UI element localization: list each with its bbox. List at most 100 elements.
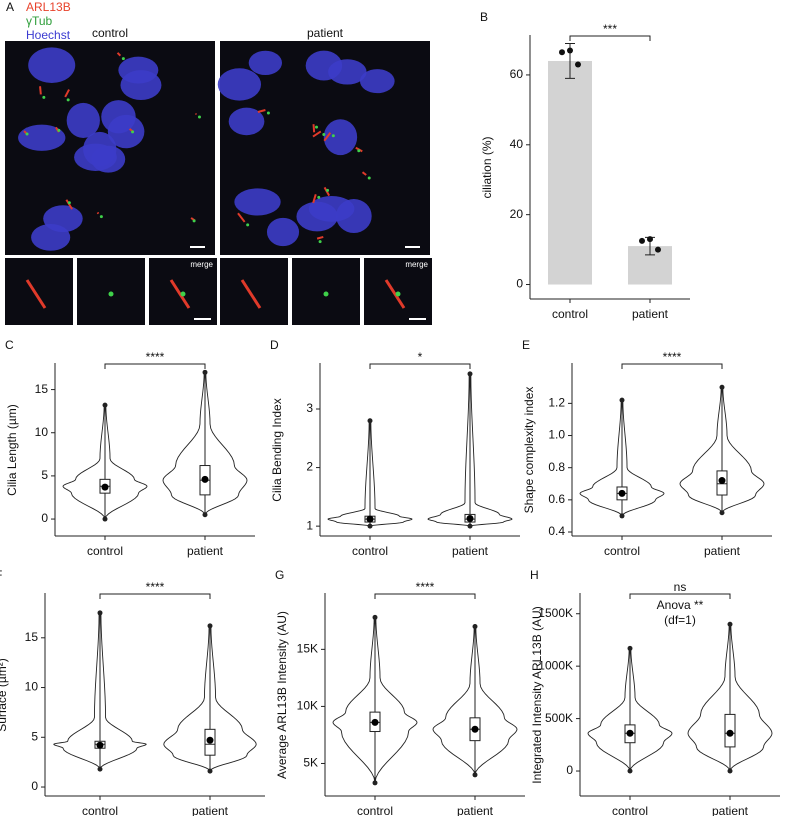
cilium bbox=[323, 132, 332, 142]
y-tick-label: 0 bbox=[31, 779, 38, 793]
nucleus bbox=[120, 70, 162, 100]
x-tick-label: patient bbox=[712, 804, 749, 816]
centrosome bbox=[66, 98, 70, 102]
y-tick-label: 2 bbox=[306, 460, 313, 474]
y-axis-label: ciliation (%) bbox=[480, 136, 494, 198]
x-tick-label: control bbox=[82, 804, 118, 816]
outlier bbox=[467, 523, 473, 529]
inset-centrosome bbox=[180, 291, 186, 297]
bar bbox=[548, 60, 592, 285]
centrosome bbox=[192, 219, 196, 223]
outlier bbox=[727, 768, 733, 774]
x-tick-label: control bbox=[604, 544, 640, 558]
y-tick-label: 0.8 bbox=[548, 460, 565, 474]
panel-label: E bbox=[522, 338, 530, 352]
significance-bracket bbox=[99, 593, 211, 599]
data-point bbox=[655, 246, 661, 253]
nucleus bbox=[101, 100, 136, 134]
x-tick-label: patient bbox=[632, 307, 669, 321]
outlier bbox=[102, 402, 108, 408]
centrosome bbox=[57, 128, 61, 132]
nucleus bbox=[217, 68, 262, 101]
y-tick-label: 0.4 bbox=[548, 524, 565, 538]
y-tick-label: 0 bbox=[41, 511, 48, 525]
y-tick-label: 10K bbox=[297, 699, 318, 713]
significance-label: **** bbox=[416, 580, 435, 594]
cilium bbox=[312, 194, 317, 204]
inset-centrosome bbox=[395, 291, 401, 297]
significance-bracket bbox=[629, 593, 731, 599]
outlier bbox=[619, 397, 625, 403]
y-tick-label: 5K bbox=[303, 756, 318, 770]
mean bbox=[626, 729, 634, 737]
nucleus bbox=[328, 59, 367, 85]
significance-label: * bbox=[418, 350, 423, 364]
inset-centrosome bbox=[323, 291, 329, 297]
outlier bbox=[719, 510, 725, 516]
significance-bracket bbox=[569, 35, 651, 41]
outlier bbox=[472, 624, 478, 630]
mean bbox=[471, 725, 479, 733]
y-tick-label: 15 bbox=[25, 630, 39, 644]
centrosome bbox=[318, 240, 322, 244]
nucleus bbox=[359, 69, 395, 94]
mean bbox=[96, 741, 104, 749]
y-axis-label: Cilia Length (µm) bbox=[5, 404, 19, 496]
condition-label: patient bbox=[307, 26, 344, 40]
centrosome bbox=[42, 95, 46, 99]
x-tick-label: control bbox=[357, 804, 393, 816]
centrosome bbox=[25, 132, 29, 136]
nucleus bbox=[234, 188, 281, 216]
y-tick-label: 1 bbox=[306, 518, 313, 532]
nucleus bbox=[228, 107, 265, 136]
mean bbox=[718, 477, 726, 485]
x-tick-label: patient bbox=[457, 804, 494, 816]
panel-label: H bbox=[530, 568, 539, 582]
mean bbox=[366, 515, 374, 523]
centrosome bbox=[367, 176, 371, 180]
y-axis-label: Integrated Intensity ARL13B (AU) bbox=[530, 606, 544, 783]
y-tick-label: 1.2 bbox=[548, 396, 565, 410]
nucleus bbox=[308, 195, 355, 222]
outlier bbox=[627, 768, 633, 774]
outlier bbox=[627, 645, 633, 651]
y-tick-label: 5 bbox=[41, 468, 48, 482]
outlier bbox=[727, 621, 733, 627]
y-tick-label: 20 bbox=[510, 207, 524, 221]
nucleus bbox=[43, 205, 83, 233]
mean bbox=[466, 515, 474, 523]
channel-label: Hoechst bbox=[26, 28, 71, 42]
significance-bracket bbox=[621, 363, 723, 369]
centrosome bbox=[121, 57, 125, 61]
outlier bbox=[372, 614, 378, 620]
cilium bbox=[64, 89, 70, 98]
x-tick-label: patient bbox=[187, 544, 224, 558]
y-tick-label: 10 bbox=[35, 425, 49, 439]
x-tick-label: control bbox=[87, 544, 123, 558]
mean bbox=[206, 736, 214, 744]
cilium bbox=[316, 235, 324, 240]
y-axis-label: Shape complexity index bbox=[522, 387, 536, 514]
x-tick-label: patient bbox=[452, 544, 489, 558]
significance-label: **** bbox=[663, 350, 682, 364]
mean bbox=[726, 729, 734, 737]
nucleus bbox=[28, 47, 76, 84]
channel-label: ARL13B bbox=[26, 0, 71, 14]
data-point bbox=[647, 236, 653, 243]
cilium bbox=[237, 212, 246, 223]
y-axis-label: Average ARL13B Intensity (AU) bbox=[275, 611, 289, 779]
mean bbox=[371, 718, 379, 726]
cilium bbox=[312, 124, 316, 133]
y-tick-label: 60 bbox=[510, 67, 524, 81]
cilium bbox=[65, 199, 73, 210]
y-tick-label: 40 bbox=[510, 137, 524, 151]
significance-bracket bbox=[104, 363, 206, 369]
outlier bbox=[472, 772, 478, 778]
significance-label: *** bbox=[603, 22, 617, 36]
panel-label: G bbox=[275, 568, 284, 582]
nucleus bbox=[266, 217, 300, 247]
inset-cilium bbox=[240, 279, 262, 309]
cilium bbox=[361, 171, 367, 176]
y-tick-label: 0 bbox=[566, 763, 573, 777]
